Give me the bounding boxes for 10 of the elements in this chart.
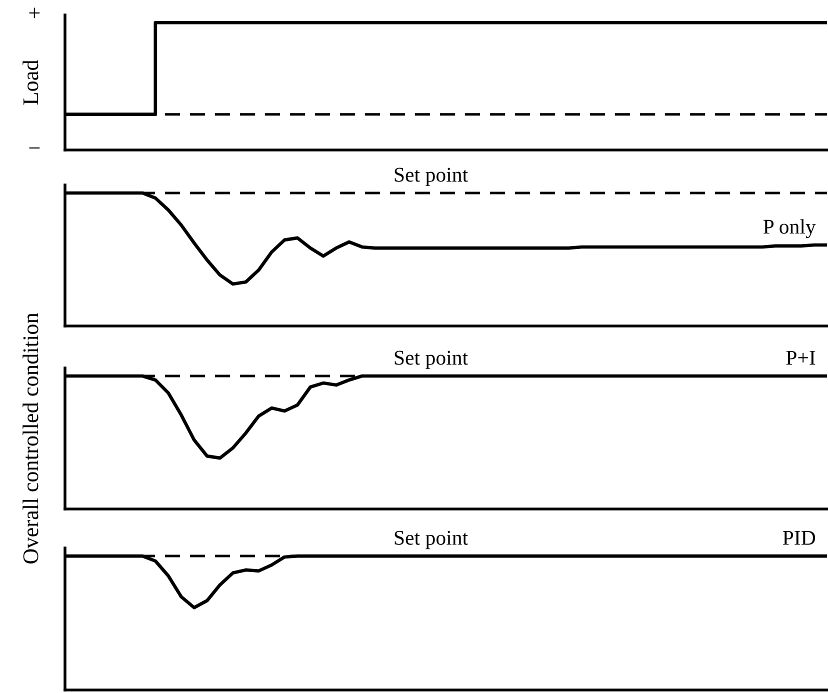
series-label: PID: [782, 531, 816, 545]
ref-line-label: Set point: [394, 350, 468, 370]
series-label: P only: [763, 219, 816, 238]
series-label: P+I: [786, 350, 816, 365]
y-axis-title: Overall controlled condition: [22, 312, 38, 564]
ref-line-label: Set point: [394, 530, 468, 550]
text: +: [29, 8, 40, 18]
text: −: [29, 147, 40, 149]
y-axis-title: Load: [22, 60, 38, 105]
ref-line-label: Set point: [394, 168, 468, 186]
